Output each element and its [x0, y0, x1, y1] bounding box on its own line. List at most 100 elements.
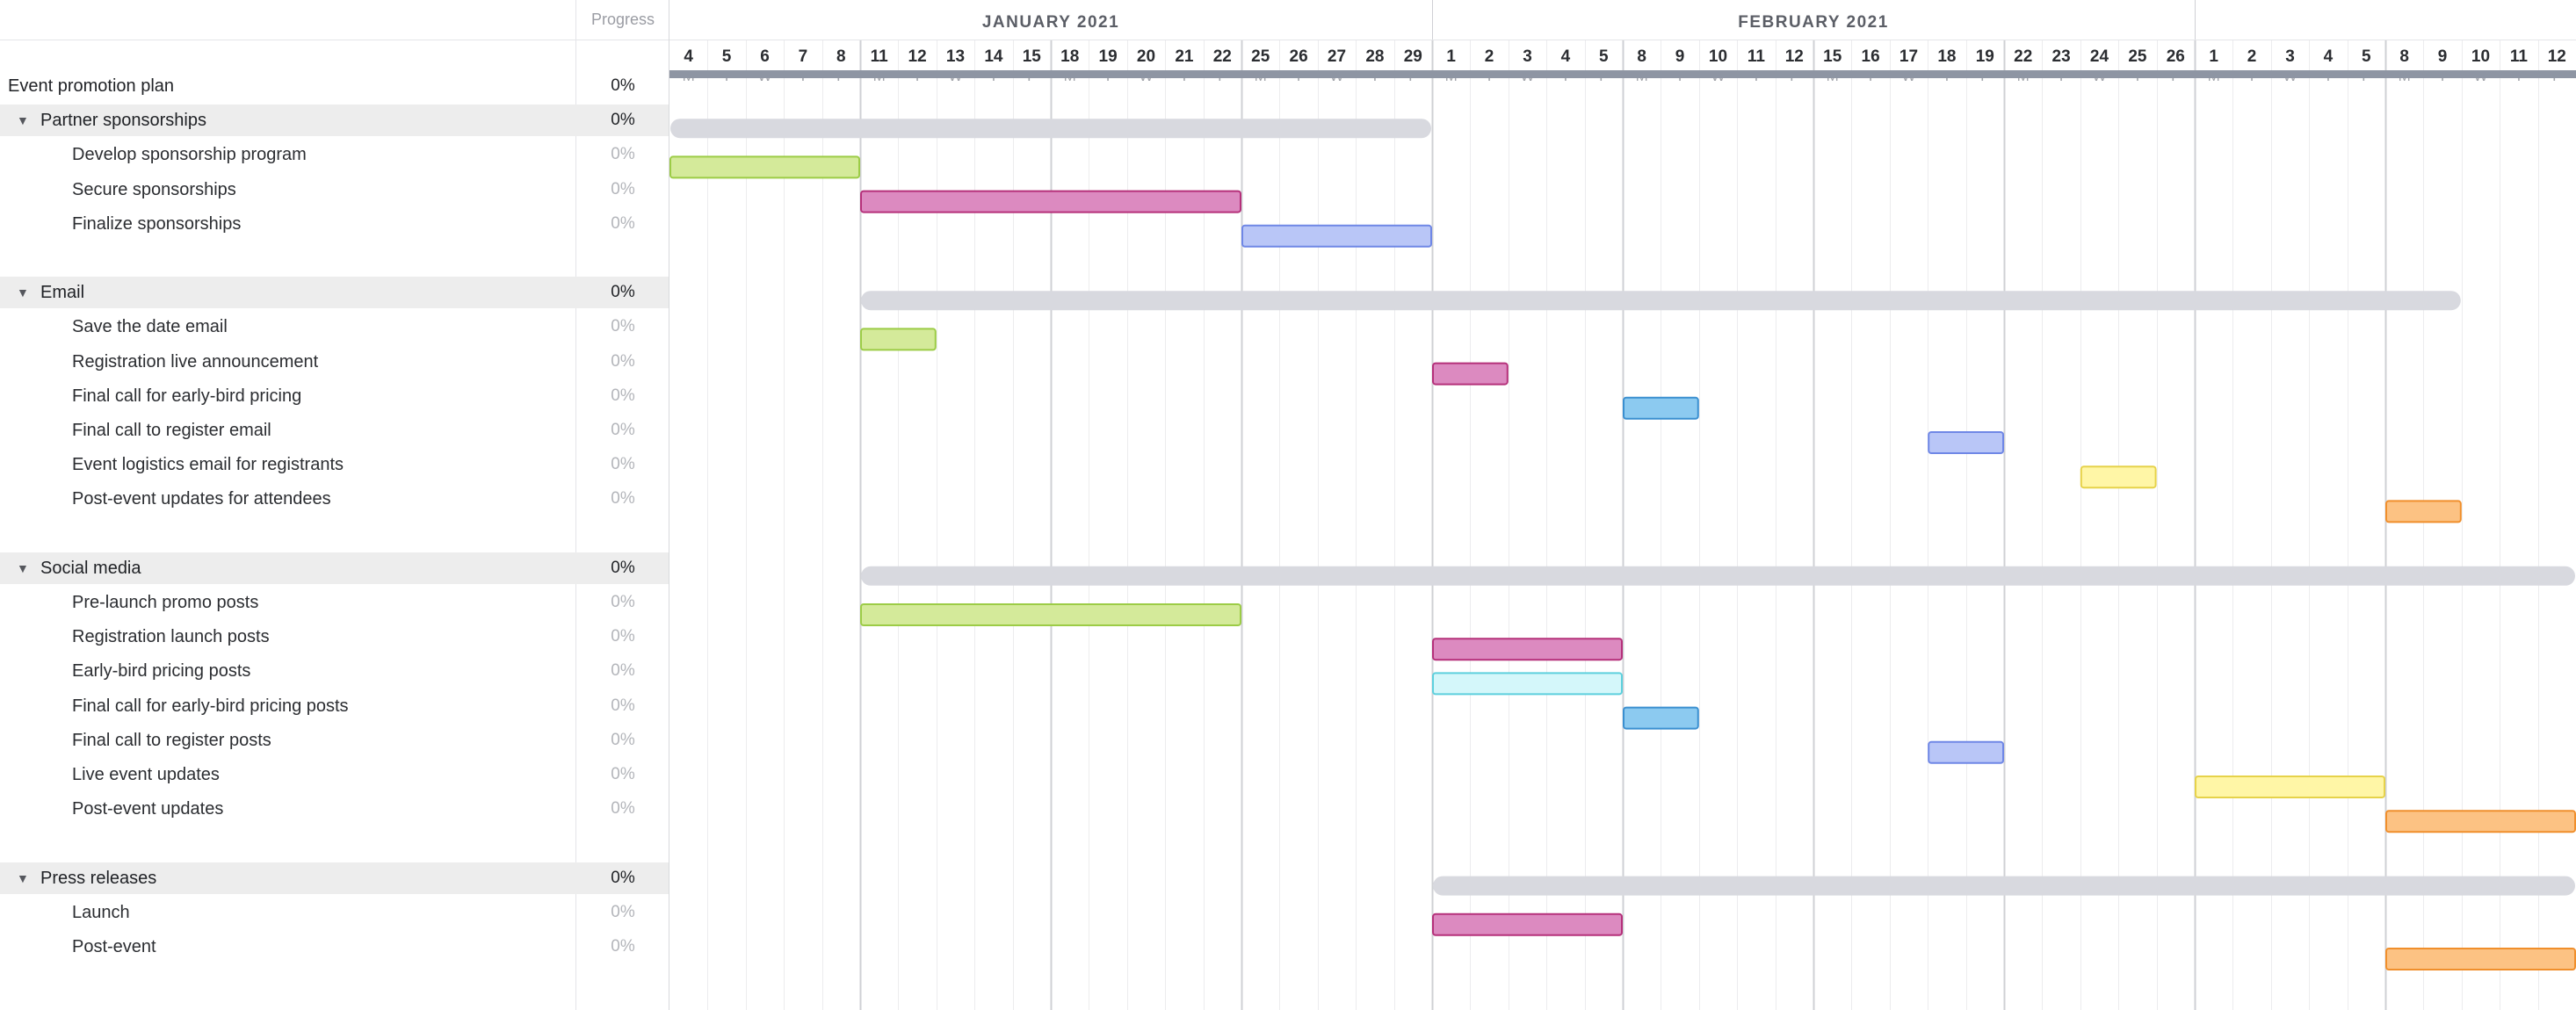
task-row[interactable]: Registration live announcement 0%: [0, 346, 669, 378]
task-progress[interactable]: 0%: [611, 283, 635, 302]
task-row[interactable]: Early-bird pricing posts 0%: [0, 655, 669, 687]
day-number-label: 2: [2247, 47, 2257, 66]
group-row[interactable]: ▼ Email 0%: [0, 277, 669, 309]
task-name[interactable]: Final call to register posts: [72, 730, 271, 750]
task-bar[interactable]: [1928, 431, 2004, 454]
task-bar[interactable]: [2080, 465, 2157, 489]
collapse-caret-icon[interactable]: ▼: [17, 560, 29, 575]
task-name[interactable]: Partner sponsorships: [40, 111, 206, 131]
task-progress[interactable]: 0%: [611, 937, 635, 956]
task-progress[interactable]: 0%: [611, 696, 635, 715]
task-bar[interactable]: [1432, 638, 1623, 661]
day-number-label: 1: [2209, 47, 2218, 66]
task-name[interactable]: Final call for early-bird pricing: [72, 386, 302, 406]
task-name[interactable]: Early-bird pricing posts: [72, 661, 251, 682]
day-number-label: 3: [2285, 47, 2295, 66]
task-progress[interactable]: 0%: [611, 799, 635, 819]
task-progress[interactable]: 0%: [611, 455, 635, 474]
task-name[interactable]: Post-event: [72, 937, 156, 956]
project-row[interactable]: Event promotion plan 0%: [0, 70, 669, 102]
task-name[interactable]: Develop sponsorship program: [72, 145, 307, 165]
task-name[interactable]: Event promotion plan: [8, 76, 175, 96]
task-progress[interactable]: 0%: [611, 765, 635, 783]
task-bar[interactable]: [2385, 810, 2576, 833]
task-progress[interactable]: 0%: [611, 868, 635, 887]
task-bar[interactable]: [860, 603, 1241, 626]
day-number-label: 26: [2167, 47, 2185, 66]
task-name[interactable]: Save the date email: [72, 317, 228, 337]
task-name[interactable]: Pre-launch promo posts: [72, 593, 259, 612]
task-bar[interactable]: [860, 190, 1241, 213]
collapse-caret-icon[interactable]: ▼: [17, 870, 29, 885]
day-number-label: 25: [1251, 47, 1270, 66]
task-row[interactable]: Live event updates 0%: [0, 759, 669, 790]
month-label: JANUARY 2021: [982, 13, 1119, 32]
task-name[interactable]: Launch: [72, 902, 130, 922]
task-row[interactable]: Pre-launch promo posts 0%: [0, 587, 669, 618]
task-progress[interactable]: 0%: [611, 593, 635, 611]
task-progress[interactable]: 0%: [611, 317, 635, 336]
day-number-label: 11: [2510, 47, 2529, 66]
task-name[interactable]: Finalize sponsorships: [72, 213, 242, 234]
task-row[interactable]: Final call to register posts 0%: [0, 725, 669, 756]
task-bar[interactable]: [1432, 672, 1623, 696]
task-progress[interactable]: 0%: [611, 489, 635, 509]
task-bar[interactable]: [1623, 706, 1699, 730]
task-row[interactable]: Event logistics email for registrants 0%: [0, 449, 669, 480]
task-progress[interactable]: 0%: [611, 111, 635, 130]
task-bar[interactable]: [669, 155, 860, 179]
task-progress[interactable]: 0%: [611, 351, 635, 371]
task-progress[interactable]: 0%: [611, 661, 635, 681]
task-bar[interactable]: [2385, 500, 2462, 523]
group-row[interactable]: ▼ Social media 0%: [0, 552, 669, 584]
task-name[interactable]: Post-event updates for attendees: [72, 489, 331, 509]
task-row[interactable]: Post-event 0%: [0, 931, 669, 963]
task-row[interactable]: Final call to register email 0%: [0, 415, 669, 446]
task-name[interactable]: Secure sponsorships: [72, 179, 236, 199]
task-progress[interactable]: 0%: [611, 76, 635, 95]
task-bar[interactable]: [2385, 948, 2576, 970]
task-bar[interactable]: [1928, 740, 2004, 764]
task-name[interactable]: Event logistics email for registrants: [72, 455, 344, 475]
task-row[interactable]: Final call for early-bird pricing posts 0…: [0, 690, 669, 722]
task-name[interactable]: Social media: [40, 558, 141, 578]
task-name[interactable]: Registration launch posts: [72, 627, 270, 647]
task-row[interactable]: Secure sponsorships 0%: [0, 174, 669, 206]
task-bar[interactable]: [1241, 224, 1432, 248]
task-name[interactable]: Email: [40, 283, 85, 303]
task-row[interactable]: Finalize sponsorships 0%: [0, 208, 669, 240]
collapse-caret-icon[interactable]: ▼: [17, 113, 29, 128]
task-name[interactable]: Registration live announcement: [72, 351, 319, 372]
task-progress[interactable]: 0%: [611, 386, 635, 405]
task-row[interactable]: Final call for early-bird pricing 0%: [0, 380, 669, 412]
task-row[interactable]: Save the date email 0%: [0, 311, 669, 343]
task-progress[interactable]: 0%: [611, 145, 635, 164]
task-row[interactable]: Develop sponsorship program 0%: [0, 139, 669, 170]
day-number-label: 18: [1060, 47, 1079, 66]
task-bar[interactable]: [1623, 396, 1699, 420]
task-progress[interactable]: 0%: [611, 730, 635, 749]
task-progress[interactable]: 0%: [611, 558, 635, 577]
task-name[interactable]: Live event updates: [72, 765, 220, 784]
task-row[interactable]: Registration launch posts 0%: [0, 621, 669, 653]
task-progress[interactable]: 0%: [611, 627, 635, 646]
task-progress[interactable]: 0%: [611, 902, 635, 921]
task-bar[interactable]: [860, 328, 937, 351]
task-progress[interactable]: 0%: [611, 421, 635, 439]
collapse-caret-icon[interactable]: ▼: [17, 285, 29, 300]
task-bar[interactable]: [1432, 913, 1623, 936]
task-name[interactable]: Press releases: [40, 868, 157, 888]
task-name[interactable]: Final call to register email: [72, 421, 271, 440]
task-row[interactable]: Post-event updates 0%: [0, 793, 669, 825]
task-row[interactable]: Post-event updates for attendees 0%: [0, 483, 669, 515]
task-progress[interactable]: 0%: [611, 213, 635, 233]
day-number-label: 8: [2399, 47, 2409, 66]
group-row[interactable]: ▼ Press releases 0%: [0, 862, 669, 894]
task-progress[interactable]: 0%: [611, 179, 635, 198]
task-name[interactable]: Post-event updates: [72, 799, 224, 819]
task-bar[interactable]: [1432, 362, 1509, 386]
task-row[interactable]: Launch 0%: [0, 897, 669, 928]
group-row[interactable]: ▼ Partner sponsorships 0%: [0, 105, 669, 137]
task-name[interactable]: Final call for early-bird pricing posts: [72, 696, 349, 716]
task-bar[interactable]: [2195, 776, 2385, 798]
